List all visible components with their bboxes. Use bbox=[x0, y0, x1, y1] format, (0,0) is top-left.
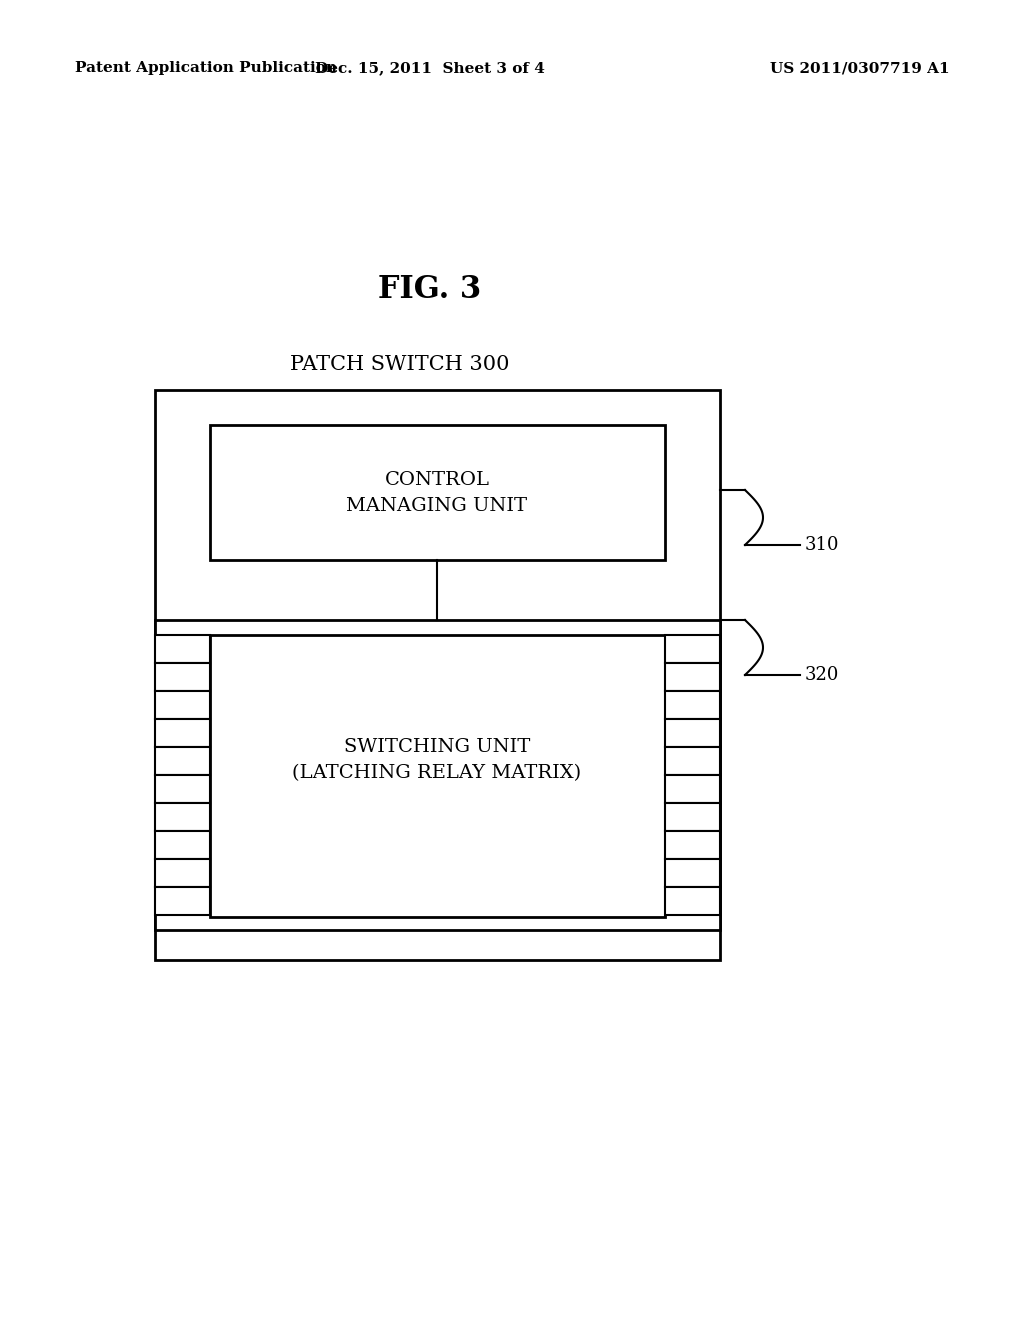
Bar bbox=[155, 663, 210, 690]
Bar bbox=[665, 635, 720, 663]
Bar bbox=[665, 690, 720, 719]
Bar bbox=[155, 635, 210, 663]
Bar bbox=[155, 887, 210, 915]
Bar bbox=[155, 775, 210, 803]
Bar bbox=[155, 859, 210, 887]
Bar bbox=[155, 747, 210, 775]
Text: Dec. 15, 2011  Sheet 3 of 4: Dec. 15, 2011 Sheet 3 of 4 bbox=[315, 61, 545, 75]
Bar bbox=[665, 719, 720, 747]
Bar bbox=[665, 663, 720, 690]
Bar bbox=[155, 832, 210, 859]
Text: CONTROL
MANAGING UNIT: CONTROL MANAGING UNIT bbox=[346, 471, 527, 515]
Bar bbox=[665, 747, 720, 775]
Text: SWITCHING UNIT
(LATCHING RELAY MATRIX): SWITCHING UNIT (LATCHING RELAY MATRIX) bbox=[293, 738, 582, 783]
Bar bbox=[210, 635, 665, 917]
Text: US 2011/0307719 A1: US 2011/0307719 A1 bbox=[770, 61, 950, 75]
Bar bbox=[155, 690, 210, 719]
Text: 320: 320 bbox=[805, 667, 840, 684]
Bar bbox=[665, 859, 720, 887]
Bar bbox=[155, 719, 210, 747]
Bar bbox=[665, 803, 720, 832]
Bar bbox=[665, 775, 720, 803]
Bar bbox=[665, 887, 720, 915]
Text: 310: 310 bbox=[805, 536, 840, 554]
Bar bbox=[155, 803, 210, 832]
Bar bbox=[665, 832, 720, 859]
Bar bbox=[210, 425, 665, 560]
Text: FIG. 3: FIG. 3 bbox=[379, 275, 481, 305]
Bar bbox=[155, 620, 720, 931]
Text: Patent Application Publication: Patent Application Publication bbox=[75, 61, 337, 75]
Text: PATCH SWITCH 300: PATCH SWITCH 300 bbox=[290, 355, 510, 375]
Bar bbox=[155, 389, 720, 960]
